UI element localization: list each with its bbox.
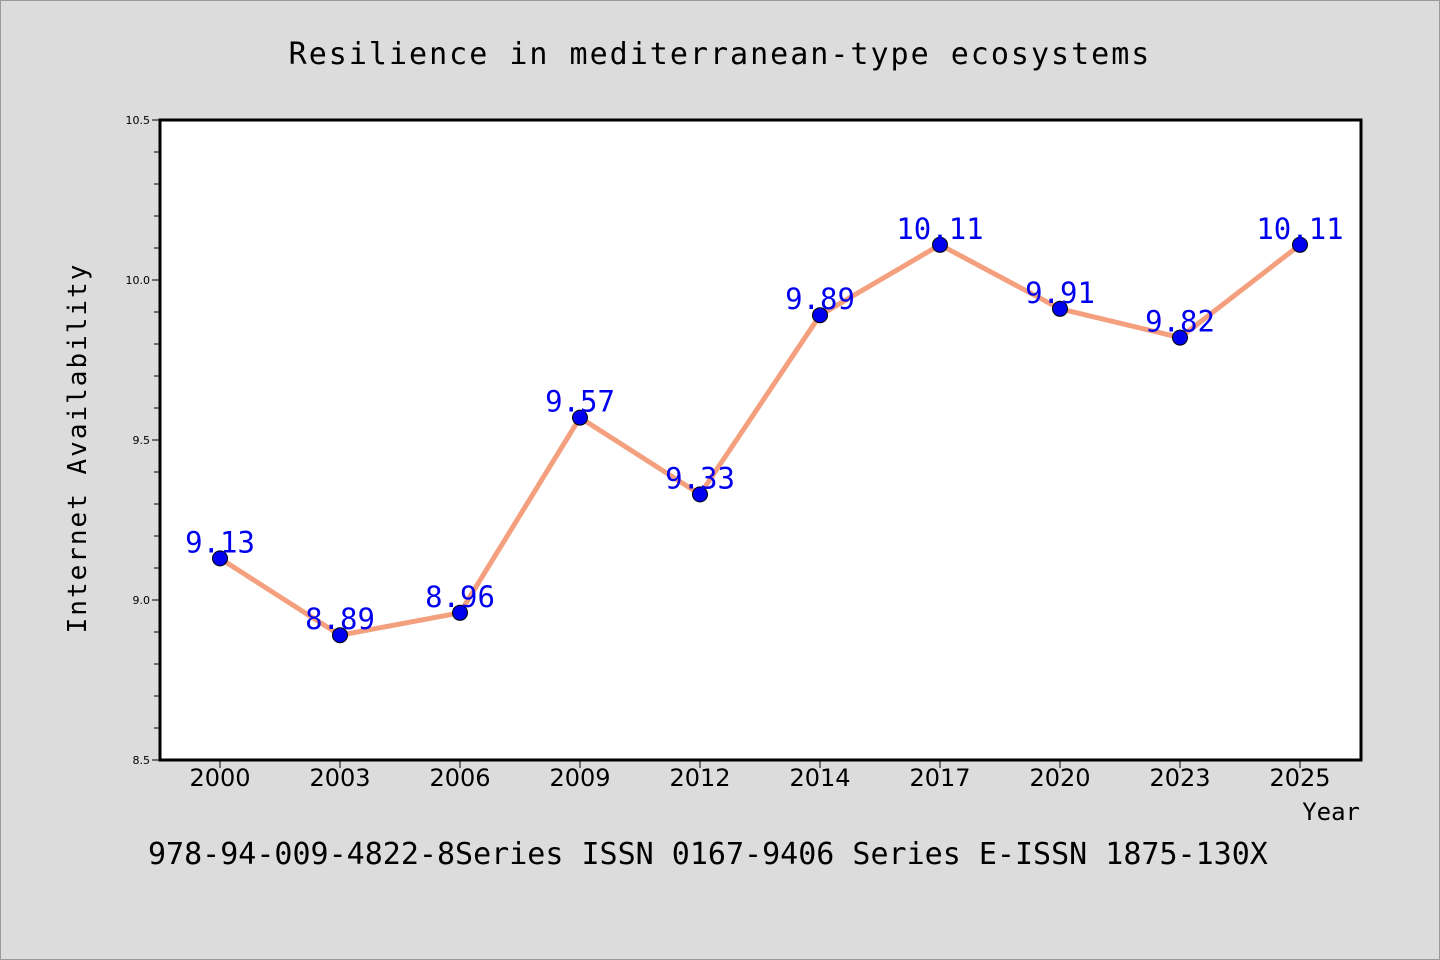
x-tick-label: 2009 [549,764,610,792]
data-label: 8.96 [425,580,495,614]
data-label: 9.13 [185,525,255,559]
data-labels: 9.13 8.89 8.96 9.57 9.33 9.89 10.11 9.91 9.82 10.… [185,212,1344,636]
data-point [1172,329,1188,346]
data-label: 9.91 [1025,276,1095,310]
data-label: 10.11 [896,212,983,246]
data-point [812,307,828,324]
y-tick-label: 9.5 [133,434,151,447]
x-tick-label: 2025 [1269,764,1330,792]
data-point [332,627,348,644]
plot-area [158,118,1363,762]
series-markers [212,236,1308,644]
series-line [217,242,1303,638]
data-label: 8.89 [305,602,375,636]
x-tick-label: 2023 [1149,764,1210,792]
data-label: 9.33 [665,461,735,495]
x-axis: 2000 2003 2006 2009 2012 2014 2017 2020 2023 2025 [189,760,1331,792]
data-label: 10.11 [1256,212,1343,246]
x-tick-label: 2000 [189,764,250,792]
chart-title: Resilience in mediterranean-type ecosyst… [289,37,1152,72]
data-point [692,486,708,503]
data-point [1052,300,1068,317]
x-tick-label: 2014 [789,764,850,792]
x-axis-label: Year [1302,798,1360,826]
x-tick-label: 2003 [309,764,370,792]
x-tick-label: 2017 [909,764,970,792]
data-point [452,604,468,621]
data-point [1292,236,1308,253]
x-tick-label: 2012 [669,764,730,792]
data-point [572,409,588,426]
y-axis-label: Internet Availability [63,263,93,634]
y-tick-label: 10.0 [126,274,151,287]
y-tick-label: 10.5 [126,114,151,127]
data-label: 9.57 [545,385,615,419]
footer-text: 978-94-009-4822-8Series ISSN 0167-9406 S… [148,837,1268,872]
data-point [212,550,228,567]
data-label: 9.89 [785,282,855,316]
x-tick-label: 2020 [1029,764,1090,792]
y-tick-label: 8.5 [133,754,151,767]
data-point [932,236,948,253]
y-axis: 8.5 9.0 9.5 10.0 10.5 [126,114,160,767]
x-tick-label: 2006 [429,764,490,792]
data-label: 9.82 [1145,305,1215,339]
y-tick-label: 9.0 [133,594,151,607]
